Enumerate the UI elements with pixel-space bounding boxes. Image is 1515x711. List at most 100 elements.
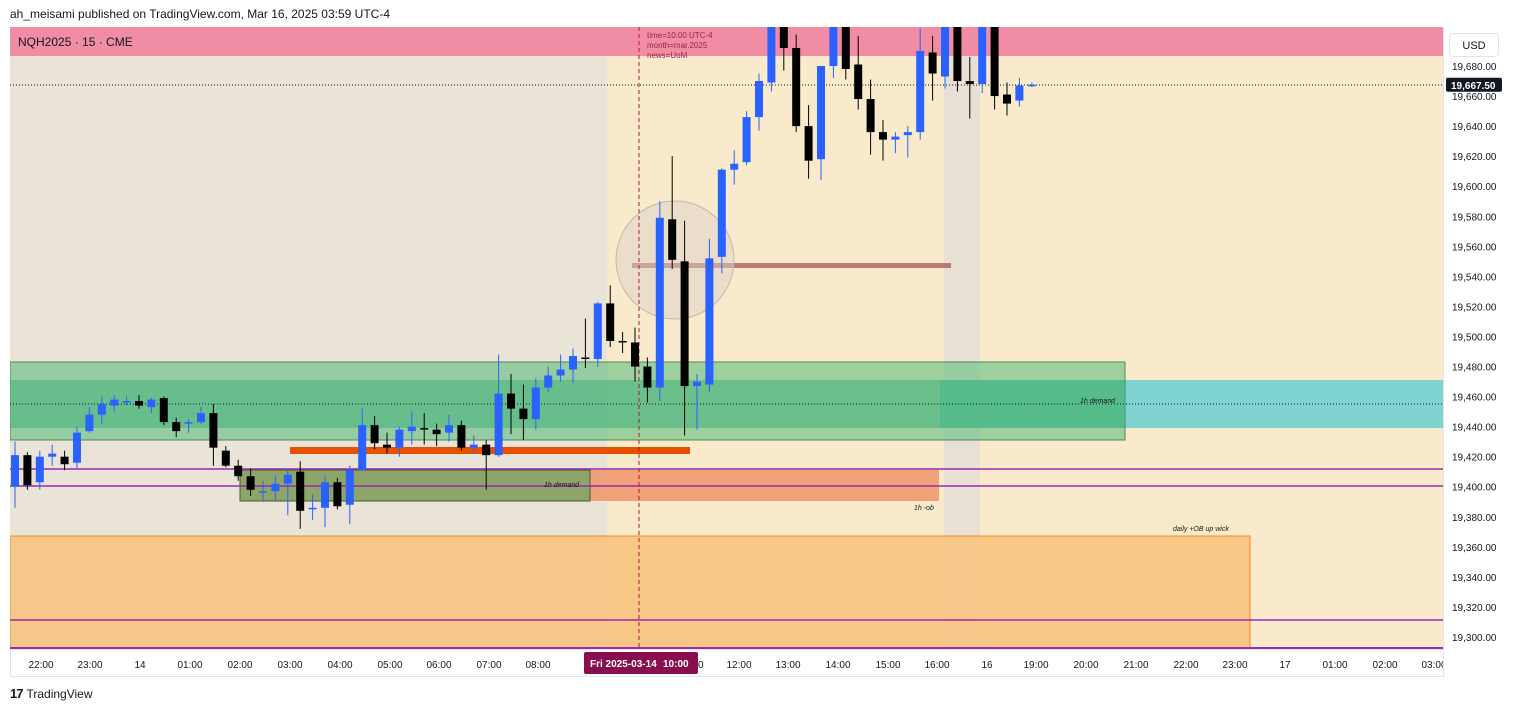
candle-body <box>246 476 255 490</box>
candle-body <box>928 52 937 74</box>
symbol-label[interactable]: NQH2025 · 15 · CME <box>18 35 133 49</box>
candle-body <box>48 453 57 457</box>
plot-area[interactable]: 1h demand 1h demand 1h -ob daily +OB up … <box>10 27 1443 649</box>
candle-body <box>581 357 590 360</box>
time-tick-label: 14:00 <box>825 660 850 671</box>
candle-body <box>978 27 987 85</box>
price-tick-label: 19,680.00 <box>1452 62 1497 73</box>
time-scale[interactable]: 22:00 23:00 14 01:00 02:00 03:00 04:00 05:00 06:… <box>10 649 1447 677</box>
time-tick-label: 05:00 <box>377 660 402 671</box>
candle-body <box>767 27 776 83</box>
time-tick-label: 0 <box>698 660 704 671</box>
candle-body <box>717 169 726 257</box>
time-tick-label: 01:00 <box>1322 660 1347 671</box>
time-tick-label: 14 <box>134 660 146 671</box>
candle-body <box>97 404 106 415</box>
price-tick-label: 19,540.00 <box>1452 272 1497 283</box>
price-tick-label: 19,400.00 <box>1452 483 1497 494</box>
candle-body <box>531 387 540 420</box>
candle-body <box>903 132 912 136</box>
currency-button[interactable]: USD <box>1449 33 1499 57</box>
current-price-badge <box>1446 77 1502 92</box>
candle-body <box>593 303 602 360</box>
candle-body <box>990 27 999 97</box>
candle-body <box>135 401 143 406</box>
candles-group <box>11 27 1036 529</box>
candle-body <box>1027 84 1036 87</box>
candle-body <box>482 444 491 456</box>
annotation-line-2: month=mar.2025 <box>647 41 708 50</box>
price-tick-label: 19,500.00 <box>1452 332 1497 343</box>
time-tick-label: 12:00 <box>726 660 751 671</box>
candle-body <box>618 340 627 343</box>
candle-body <box>395 429 404 448</box>
candle-body <box>445 425 453 433</box>
candle-body <box>705 258 714 385</box>
time-tick-label: 23:00 <box>77 660 102 671</box>
tradingview-logo-icon: 17 <box>10 686 24 701</box>
label-1h-ob: 1h -ob <box>914 505 934 512</box>
candle-body <box>35 456 44 483</box>
price-tick-label: 19,520.00 <box>1452 302 1497 313</box>
candle-body <box>643 366 652 388</box>
time-tick-label: 16 <box>981 660 993 671</box>
candle-body <box>407 426 416 432</box>
price-tick-label: 19,340.00 <box>1452 573 1497 584</box>
time-scale-svg: 22:00 23:00 14 01:00 02:00 03:00 04:00 05:00 06:… <box>28 652 1447 674</box>
time-highlight-time: 10:00 <box>663 659 689 670</box>
candle-body <box>457 425 466 448</box>
price-tick-label: 19,300.00 <box>1452 633 1497 644</box>
price-scale[interactable]: 19,680.00 19,660.00 19,640.00 19,620.00 19,6… <box>1443 27 1505 677</box>
highlight-circle <box>615 200 735 320</box>
time-tick-label: 04:00 <box>327 660 352 671</box>
candle-body <box>308 507 317 510</box>
candle-body <box>544 375 553 388</box>
candle-body <box>953 27 962 82</box>
candle-body <box>147 399 156 408</box>
time-tick-label: 07:00 <box>476 660 501 671</box>
candle-body <box>854 64 863 100</box>
candle-body <box>879 132 887 140</box>
time-tick-label: 17 <box>1279 660 1291 671</box>
price-tick-label: 19,580.00 <box>1452 212 1497 223</box>
candle-body <box>792 47 801 127</box>
candle-body <box>730 163 739 170</box>
price-tick-label: 19,560.00 <box>1452 242 1497 253</box>
candle-body <box>866 99 875 133</box>
time-tick-label: 03:00 <box>277 660 302 671</box>
candle-body <box>507 393 515 409</box>
chart-svg[interactable]: 1h demand 1h demand 1h -ob daily +OB up … <box>10 27 1443 649</box>
time-tick-label: 06:00 <box>426 660 451 671</box>
candle-body <box>965 81 974 85</box>
candle-body <box>283 474 292 484</box>
price-tick-label: 19,440.00 <box>1452 423 1497 434</box>
candle-body <box>668 219 677 260</box>
tradingview-logo[interactable]: 17 TradingView <box>10 686 93 701</box>
candle-body <box>1015 85 1024 101</box>
price-tick-label: 19,480.00 <box>1452 363 1497 374</box>
daily-ob-zone <box>10 535 1251 649</box>
time-tick-label: 02:00 <box>227 660 252 671</box>
time-tick-label: 02:00 <box>1372 660 1397 671</box>
candle-body <box>655 217 664 388</box>
annotation-line-1: time=10:00 UTC-4 <box>647 31 713 40</box>
candle-body <box>680 261 689 387</box>
time-tick-label: 21:00 <box>1123 660 1148 671</box>
time-highlight-badge <box>584 652 698 674</box>
candle-body <box>172 422 181 432</box>
candle-body <box>606 303 615 341</box>
time-tick-label: 15:00 <box>875 660 900 671</box>
candle-body <box>73 432 81 463</box>
candle-body <box>891 136 900 140</box>
price-tick-label: 19,460.00 <box>1452 393 1497 404</box>
candle-body <box>358 425 367 471</box>
candle-body <box>804 126 813 161</box>
candle-body <box>296 471 305 511</box>
price-tick-label: 19,320.00 <box>1452 603 1497 614</box>
candle-body <box>556 369 565 376</box>
time-tick-label: 22:00 <box>28 660 53 671</box>
candle-body <box>631 342 639 367</box>
candle-body <box>221 450 230 466</box>
time-tick-label: 08:00 <box>525 660 550 671</box>
annotation-line-3: news=UoM <box>647 51 688 60</box>
